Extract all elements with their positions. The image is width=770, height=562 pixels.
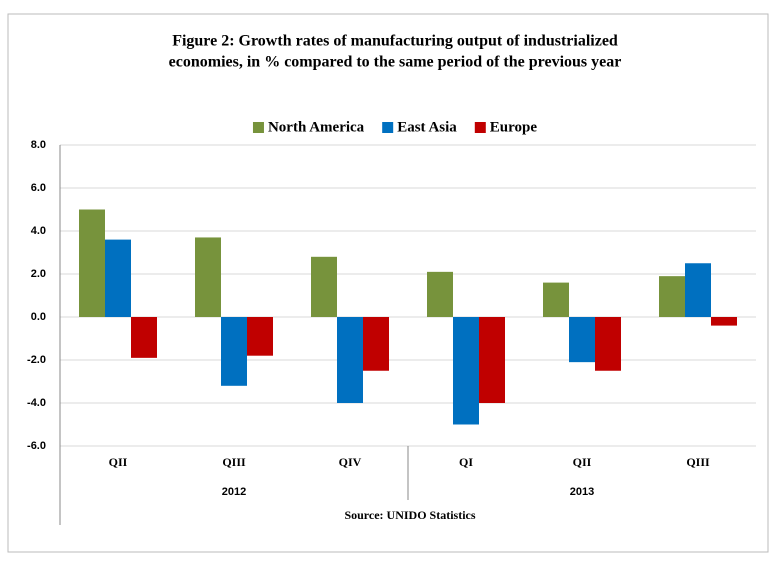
legend-swatch xyxy=(252,122,264,133)
bar xyxy=(711,317,737,326)
bar xyxy=(543,282,569,317)
legend-label: East Asia xyxy=(397,119,457,135)
bar xyxy=(79,209,105,317)
bar xyxy=(337,317,363,403)
bar xyxy=(453,317,479,425)
chart-subtitle: economies, in % compared to the same per… xyxy=(169,54,622,71)
y-tick-label: -2.0 xyxy=(27,354,46,366)
group-label: 2012 xyxy=(222,486,246,498)
bar xyxy=(595,317,621,371)
chart-title: Figure 2: Growth rates of manufacturing … xyxy=(172,33,618,50)
bar xyxy=(685,263,711,317)
bar xyxy=(221,317,247,386)
bar xyxy=(311,256,337,317)
y-tick-label: -6.0 xyxy=(27,440,46,452)
bar xyxy=(363,317,389,371)
bar xyxy=(659,276,685,317)
source: Source: UNIDO Statistics xyxy=(344,508,475,522)
bar xyxy=(247,317,273,356)
y-tick-label: 0.0 xyxy=(31,311,46,323)
x-tick-label: QII xyxy=(109,455,128,469)
bar xyxy=(105,239,131,317)
legend-label: North America xyxy=(268,119,365,135)
y-tick-label: 4.0 xyxy=(31,225,46,237)
bar xyxy=(479,317,505,403)
x-tick-label: QII xyxy=(573,455,592,469)
y-tick-label: 2.0 xyxy=(31,268,46,280)
group-label: 2013 xyxy=(570,486,594,498)
bar xyxy=(131,317,157,358)
legend-swatch xyxy=(382,122,394,133)
x-tick-label: QIII xyxy=(222,455,246,469)
x-tick-label: QI xyxy=(459,455,473,469)
y-tick-label: 6.0 xyxy=(31,182,46,194)
legend-label: Europe xyxy=(490,119,538,135)
y-tick-label: 8.0 xyxy=(31,139,46,151)
bar xyxy=(195,237,221,317)
x-tick-label: QIV xyxy=(339,455,362,469)
legend-swatch xyxy=(474,122,486,133)
frame xyxy=(7,13,769,553)
x-tick-label: QIII xyxy=(686,455,710,469)
bar xyxy=(569,317,595,363)
y-tick-label: -4.0 xyxy=(27,397,46,409)
bar xyxy=(427,271,453,317)
